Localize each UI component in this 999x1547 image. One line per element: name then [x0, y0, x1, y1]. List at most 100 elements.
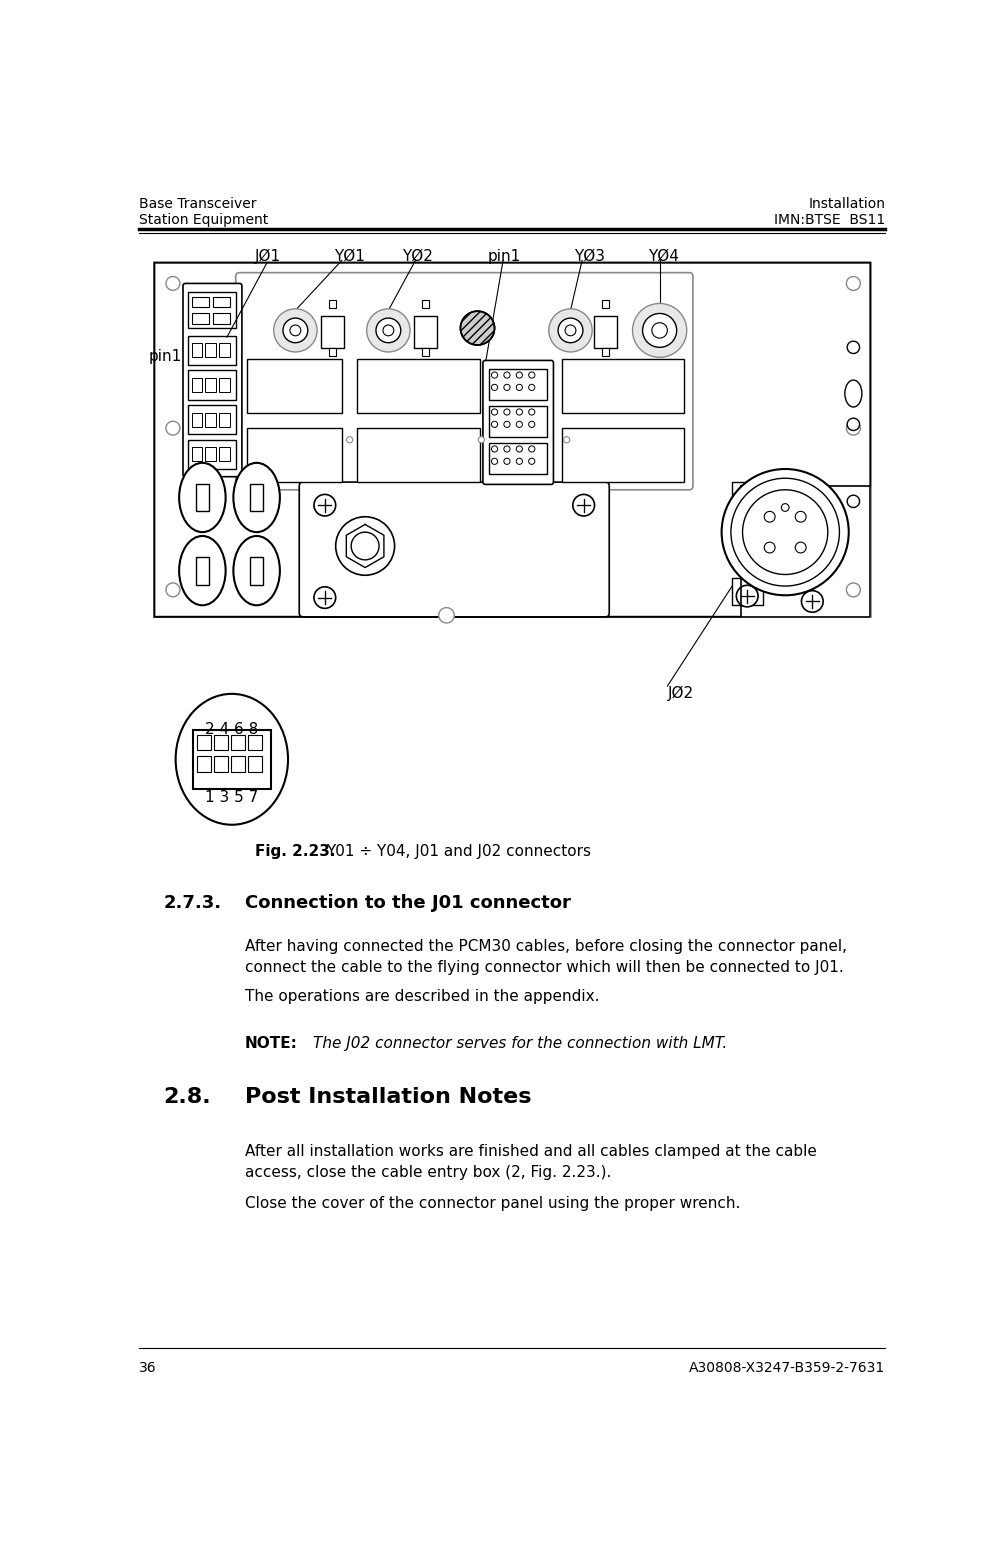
FancyBboxPatch shape [189, 370, 237, 399]
Text: 36: 36 [139, 1361, 157, 1375]
Circle shape [492, 421, 498, 427]
FancyBboxPatch shape [206, 447, 217, 461]
FancyBboxPatch shape [321, 316, 345, 348]
Circle shape [846, 277, 860, 291]
FancyBboxPatch shape [248, 756, 262, 772]
FancyBboxPatch shape [206, 377, 217, 391]
FancyBboxPatch shape [251, 557, 263, 585]
Circle shape [516, 446, 522, 452]
FancyBboxPatch shape [251, 484, 263, 512]
Circle shape [492, 408, 498, 415]
Circle shape [492, 446, 498, 452]
Circle shape [801, 483, 823, 504]
Circle shape [352, 532, 379, 560]
Circle shape [314, 586, 336, 608]
Circle shape [847, 418, 859, 430]
FancyBboxPatch shape [189, 336, 237, 365]
FancyBboxPatch shape [231, 735, 245, 750]
Text: JØ2: JØ2 [667, 687, 693, 701]
Circle shape [492, 371, 498, 377]
Circle shape [503, 421, 510, 427]
Circle shape [736, 489, 758, 511]
FancyBboxPatch shape [220, 413, 231, 427]
Circle shape [528, 408, 534, 415]
FancyBboxPatch shape [213, 314, 231, 325]
Circle shape [274, 309, 317, 353]
FancyBboxPatch shape [414, 316, 438, 348]
FancyBboxPatch shape [192, 377, 203, 391]
FancyBboxPatch shape [329, 348, 337, 356]
Ellipse shape [234, 535, 280, 605]
Circle shape [336, 517, 395, 575]
Text: Y01 ÷ Y04, J01 and J02 connectors: Y01 ÷ Y04, J01 and J02 connectors [327, 845, 591, 859]
Circle shape [736, 585, 758, 606]
Circle shape [548, 309, 592, 353]
Circle shape [642, 314, 676, 348]
FancyBboxPatch shape [358, 429, 480, 483]
Text: YØ1: YØ1 [335, 249, 365, 265]
Text: pin1: pin1 [488, 249, 521, 265]
Circle shape [801, 591, 823, 613]
FancyBboxPatch shape [490, 405, 547, 436]
Circle shape [731, 478, 839, 586]
Circle shape [166, 583, 180, 597]
Polygon shape [741, 486, 870, 617]
Ellipse shape [845, 381, 862, 407]
FancyBboxPatch shape [601, 300, 609, 308]
Circle shape [795, 541, 806, 552]
Circle shape [742, 490, 828, 574]
Text: JØ1: JØ1 [255, 249, 282, 265]
Circle shape [781, 504, 789, 512]
FancyBboxPatch shape [192, 413, 203, 427]
Circle shape [528, 458, 534, 464]
Text: After all installation works are finished and all cables clamped at the cable
ac: After all installation works are finishe… [245, 1145, 817, 1180]
Circle shape [503, 458, 510, 464]
FancyBboxPatch shape [562, 429, 684, 483]
FancyBboxPatch shape [220, 447, 231, 461]
FancyBboxPatch shape [236, 272, 693, 490]
FancyBboxPatch shape [329, 300, 337, 308]
Circle shape [314, 495, 336, 517]
Circle shape [563, 436, 569, 442]
Circle shape [283, 319, 308, 343]
FancyBboxPatch shape [732, 579, 763, 605]
FancyBboxPatch shape [601, 348, 609, 356]
Text: NOTE:: NOTE: [245, 1036, 298, 1052]
Circle shape [847, 342, 859, 354]
Text: The J02 connector serves for the connection with LMT.: The J02 connector serves for the connect… [314, 1036, 727, 1052]
FancyBboxPatch shape [189, 439, 237, 469]
FancyBboxPatch shape [732, 483, 763, 509]
Text: Connection to the J01 connector: Connection to the J01 connector [245, 894, 570, 913]
Circle shape [516, 384, 522, 390]
Circle shape [479, 436, 485, 442]
Circle shape [632, 303, 686, 357]
Circle shape [461, 311, 495, 345]
FancyBboxPatch shape [197, 735, 211, 750]
Circle shape [764, 512, 775, 523]
FancyBboxPatch shape [214, 756, 228, 772]
FancyBboxPatch shape [196, 557, 209, 585]
Circle shape [439, 608, 455, 623]
FancyBboxPatch shape [483, 360, 553, 484]
Circle shape [516, 421, 522, 427]
Circle shape [795, 512, 806, 523]
Ellipse shape [179, 535, 226, 605]
FancyBboxPatch shape [220, 377, 231, 391]
FancyBboxPatch shape [206, 413, 217, 427]
Circle shape [492, 384, 498, 390]
FancyBboxPatch shape [358, 359, 480, 413]
FancyBboxPatch shape [562, 359, 684, 413]
Circle shape [166, 277, 180, 291]
Circle shape [516, 458, 522, 464]
Text: A30808-X3247-B359-2-7631: A30808-X3247-B359-2-7631 [689, 1361, 885, 1375]
Circle shape [347, 436, 353, 442]
FancyBboxPatch shape [490, 442, 547, 473]
FancyBboxPatch shape [593, 316, 617, 348]
FancyBboxPatch shape [197, 756, 211, 772]
Circle shape [764, 541, 775, 552]
Circle shape [846, 583, 860, 597]
FancyBboxPatch shape [154, 263, 870, 617]
Circle shape [528, 446, 534, 452]
Circle shape [516, 408, 522, 415]
Text: The operations are described in the appendix.: The operations are described in the appe… [245, 989, 599, 1004]
